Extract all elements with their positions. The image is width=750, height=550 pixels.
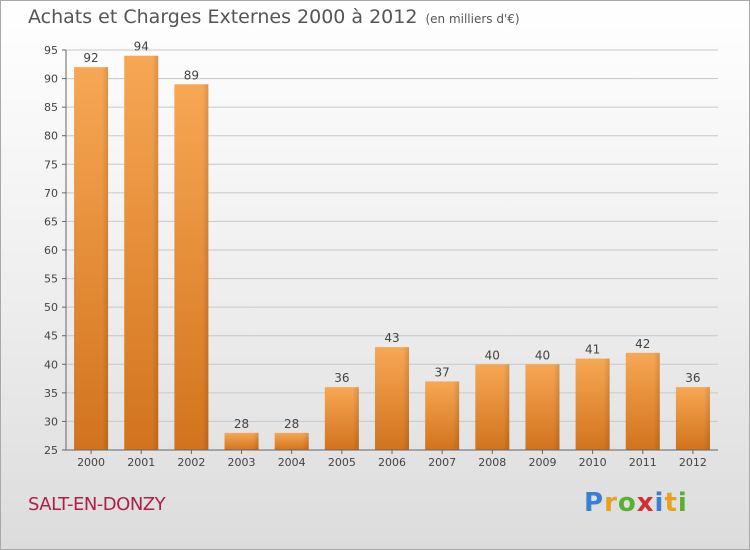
y-tick-label: 55: [44, 273, 58, 286]
bar-shade: [302, 432, 309, 450]
x-tick-label: 2007: [428, 456, 456, 469]
bar-value-label: 36: [334, 371, 349, 385]
x-tick-label: 2001: [127, 456, 155, 469]
x-tick-label: 2006: [378, 456, 406, 469]
bar-value-label: 43: [384, 331, 399, 345]
bar-value-label: 42: [635, 337, 650, 351]
y-tick-label: 85: [44, 101, 58, 114]
bar: [224, 432, 259, 450]
bar-value-label: 37: [435, 365, 450, 379]
y-tick-label: 35: [44, 387, 58, 400]
bar-value-label: 92: [83, 51, 98, 65]
x-tick-label: 2010: [579, 456, 607, 469]
bar-shade: [102, 67, 109, 451]
y-tick-label: 80: [44, 130, 58, 143]
bar-value-label: 28: [234, 417, 249, 431]
bars: 92 94 89 28 28 36 43 37 40 40 41 42 36: [74, 40, 710, 451]
x-tick-label: 2011: [629, 456, 657, 469]
bar-value-label: 89: [184, 68, 199, 82]
bar-shade: [553, 364, 560, 450]
y-tick-label: 25: [44, 444, 58, 457]
bar-shade: [503, 364, 510, 450]
y-tick-label: 90: [44, 73, 58, 86]
x-tick-label: 2008: [478, 456, 506, 469]
bar-shade: [152, 55, 159, 450]
y-tick-label: 95: [44, 44, 58, 57]
bar-shade: [352, 387, 359, 450]
bar-shade: [703, 387, 710, 450]
x-tick-label: 2002: [177, 456, 205, 469]
bar-shade: [252, 432, 259, 450]
y-tick-label: 50: [44, 301, 58, 314]
bar-shade: [202, 84, 209, 451]
bar: [274, 432, 309, 450]
y-tick-label: 65: [44, 215, 58, 228]
bar-value-label: 41: [585, 343, 600, 357]
town-name: SALT-EN-DONZY: [28, 494, 166, 515]
x-tick-label: 2004: [278, 456, 306, 469]
bar-value-label: 36: [685, 371, 700, 385]
proxiti-logo: Proxiti: [584, 488, 688, 518]
chart-title: Achats et Charges Externes 2000 à 2012 (e…: [28, 6, 520, 28]
bar-value-label: 94: [134, 40, 149, 54]
y-tick-label: 45: [44, 330, 58, 343]
y-axis: 25 30 35 40 45 50 55 60 65 70 75 80 85 90 95: [44, 44, 67, 457]
chart-title-text: Achats et Charges Externes 2000 à 2012: [28, 6, 418, 28]
chart-unit: (en milliers d'€): [425, 12, 520, 26]
x-axis: 2000 2001 2002 2003 2004 2005 2006 2007 2008 2009…: [66, 449, 718, 469]
x-tick-label: 2003: [228, 456, 256, 469]
x-tick-label: 2000: [77, 456, 105, 469]
y-tick-label: 30: [44, 415, 58, 428]
bar-shade: [653, 352, 660, 450]
bar-value-label: 40: [535, 348, 550, 362]
bar-shade: [453, 381, 460, 450]
bar-shade: [603, 358, 610, 450]
y-tick-label: 70: [44, 187, 58, 200]
y-tick-label: 75: [44, 158, 58, 171]
y-tick-label: 40: [44, 358, 58, 371]
bar-value-label: 28: [284, 417, 299, 431]
bar-value-label: 40: [485, 348, 500, 362]
y-tick-label: 60: [44, 244, 58, 257]
x-tick-label: 2009: [528, 456, 556, 469]
x-tick-label: 2005: [328, 456, 356, 469]
bar-shade: [403, 347, 409, 450]
x-tick-label: 2012: [679, 456, 707, 469]
